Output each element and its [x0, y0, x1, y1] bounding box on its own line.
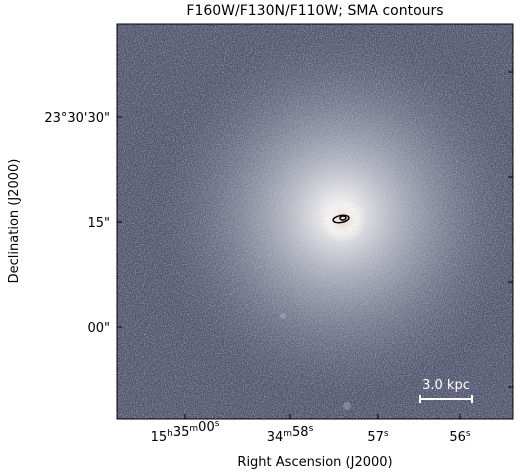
title: F160W/F130N/F110W; SMA contours: [186, 3, 443, 19]
tick-number: 15: [151, 430, 168, 445]
scale-bar-label: 3.0 kpc: [422, 378, 470, 393]
tick-number: 00: [198, 420, 215, 435]
y-axis-label: Declination (J2000): [7, 159, 22, 284]
tick-unit: m: [283, 429, 292, 439]
tick-unit: h: [167, 429, 173, 439]
tick-number: 56: [449, 430, 466, 445]
tick-unit: s: [466, 429, 471, 439]
x-tick-label: 34m58s: [267, 424, 314, 445]
x-axis-label: Right Ascension (J2000): [237, 455, 392, 470]
y-tick-label: 15": [87, 216, 110, 231]
y-tick-label: 23°30'30": [44, 111, 110, 126]
tick-unit: s: [215, 419, 220, 429]
x-tick-label: 15h35m00s: [151, 419, 220, 445]
tick-number: 57: [367, 430, 384, 445]
tick-number: 58: [292, 425, 309, 440]
tick-unit: m: [189, 424, 198, 434]
tick-unit: s: [309, 424, 314, 434]
tick-number: 34: [267, 430, 284, 445]
scale-bar: [419, 395, 473, 403]
sma-contours: [332, 214, 350, 224]
tick-number: 35: [173, 425, 190, 440]
y-ticks: 23°30'30" 15" 00": [44, 111, 110, 336]
y-tick-label: 00": [87, 321, 110, 336]
tick-unit: s: [384, 429, 389, 439]
sky-image: [117, 24, 513, 419]
x-tick-label: 56s: [449, 429, 471, 445]
ticks: [117, 71, 513, 419]
x-tick-label: 57s: [367, 429, 389, 445]
